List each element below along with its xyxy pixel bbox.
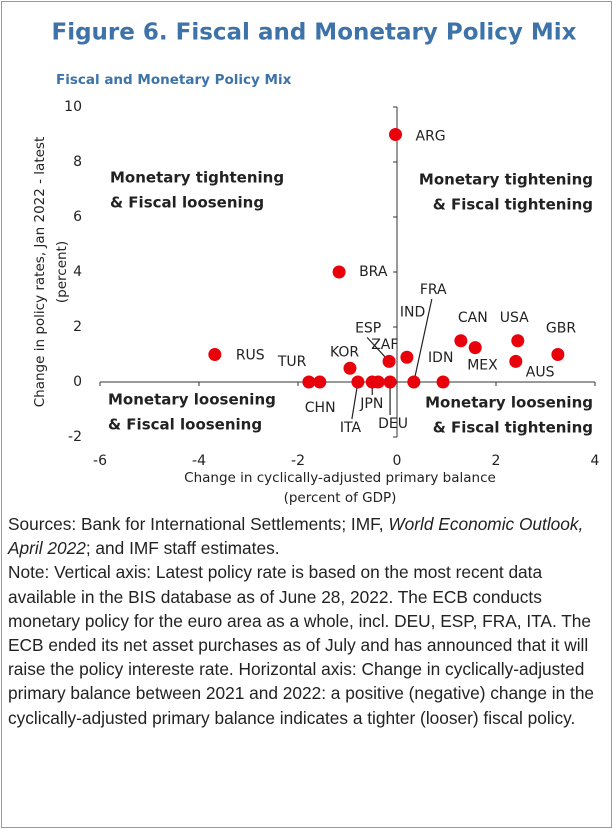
x-axis-title: (percent of GDP) bbox=[284, 490, 397, 506]
quadrant-label: & Fiscal tightening bbox=[433, 419, 593, 437]
sources-publication: World Economic Outlook, April 2022 bbox=[8, 514, 584, 559]
sources-text: ; and IMF staff estimates. bbox=[85, 538, 280, 559]
data-point bbox=[509, 354, 523, 368]
quadrant-label: Monetary tightening bbox=[419, 171, 593, 189]
data-point bbox=[511, 334, 525, 348]
point-label: ZAF bbox=[371, 337, 398, 353]
y-tick-label: 6 bbox=[73, 209, 82, 225]
point-label: DEU bbox=[378, 416, 408, 432]
point-label: IDN bbox=[428, 350, 453, 366]
data-point bbox=[332, 265, 346, 279]
data-point bbox=[208, 348, 222, 361]
point-label: JPN bbox=[359, 396, 383, 412]
point-label: KOR bbox=[330, 344, 359, 360]
y-tick-label: 4 bbox=[73, 264, 82, 280]
x-tick-label: 2 bbox=[492, 453, 501, 469]
point-label: ARG bbox=[416, 129, 446, 145]
x-axis-title: Change in cyclically-adjusted primary ba… bbox=[184, 470, 496, 486]
chart: Figure 6. Fiscal and Monetary Policy Mix… bbox=[32, 20, 600, 507]
quadrant-label: & Fiscal tightening bbox=[433, 196, 593, 214]
point-label: CHN bbox=[305, 400, 336, 416]
data-point bbox=[371, 375, 385, 389]
notes: Sources: Bank for International Settleme… bbox=[8, 512, 606, 730]
sources-text: Sources: Bank for International Settleme… bbox=[8, 514, 389, 534]
point-label: ITA bbox=[340, 420, 362, 436]
point-label: FRA bbox=[420, 282, 447, 298]
chart-title: Figure 6. Fiscal and Monetary Policy Mix bbox=[51, 20, 576, 46]
chart-subtitle: Fiscal and Monetary Policy Mix bbox=[56, 72, 292, 88]
quadrant-label: Monetary loosening bbox=[425, 394, 593, 412]
data-point bbox=[436, 375, 450, 389]
y-tick-label: -2 bbox=[68, 429, 82, 445]
quadrant-label: Monetary tightening bbox=[110, 169, 284, 187]
point-label: CAN bbox=[458, 310, 488, 326]
data-point bbox=[454, 334, 468, 348]
data-point bbox=[400, 350, 414, 364]
data-point bbox=[407, 375, 421, 389]
x-tick-label: -2 bbox=[291, 453, 305, 469]
y-tick-label: 0 bbox=[73, 374, 82, 390]
point-label: BRA bbox=[359, 264, 388, 280]
quadrant-label: & Fiscal loosening bbox=[108, 416, 262, 434]
point-label: IND bbox=[400, 304, 425, 320]
x-tick-label: 4 bbox=[591, 453, 600, 469]
sources: Sources: Bank for International Settleme… bbox=[8, 512, 606, 560]
data-point bbox=[351, 375, 365, 389]
quadrant-label: & Fiscal loosening bbox=[110, 194, 264, 212]
leader-line bbox=[413, 298, 433, 383]
data-point bbox=[343, 361, 357, 375]
data-point bbox=[383, 375, 397, 389]
y-tick-label: 2 bbox=[73, 319, 82, 335]
point-label: ESP bbox=[355, 320, 381, 336]
data-point bbox=[313, 375, 327, 389]
x-tick-label: 0 bbox=[393, 453, 402, 469]
y-axis-title: (percent) bbox=[54, 241, 70, 303]
data-point bbox=[302, 375, 316, 389]
point-label: AUS bbox=[526, 364, 555, 380]
y-tick-label: 8 bbox=[73, 154, 82, 170]
y-axis-title: Change in policy rates, Jan 2022 - lates… bbox=[32, 137, 48, 408]
point-label: TUR bbox=[277, 354, 307, 370]
data-point bbox=[468, 341, 482, 355]
point-label: GBR bbox=[546, 321, 576, 337]
point-label: MEX bbox=[467, 358, 498, 374]
y-tick-label: 10 bbox=[64, 99, 82, 115]
quadrant-label: Monetary loosening bbox=[108, 391, 276, 409]
note: Note: Vertical axis: Latest policy rate … bbox=[8, 562, 595, 728]
x-tick-label: -6 bbox=[93, 453, 107, 469]
point-label: RUS bbox=[236, 348, 265, 364]
data-point bbox=[382, 354, 396, 368]
x-tick-label: -4 bbox=[192, 453, 206, 469]
data-point bbox=[389, 128, 403, 141]
data-point bbox=[551, 348, 565, 361]
point-label: USA bbox=[500, 310, 529, 326]
